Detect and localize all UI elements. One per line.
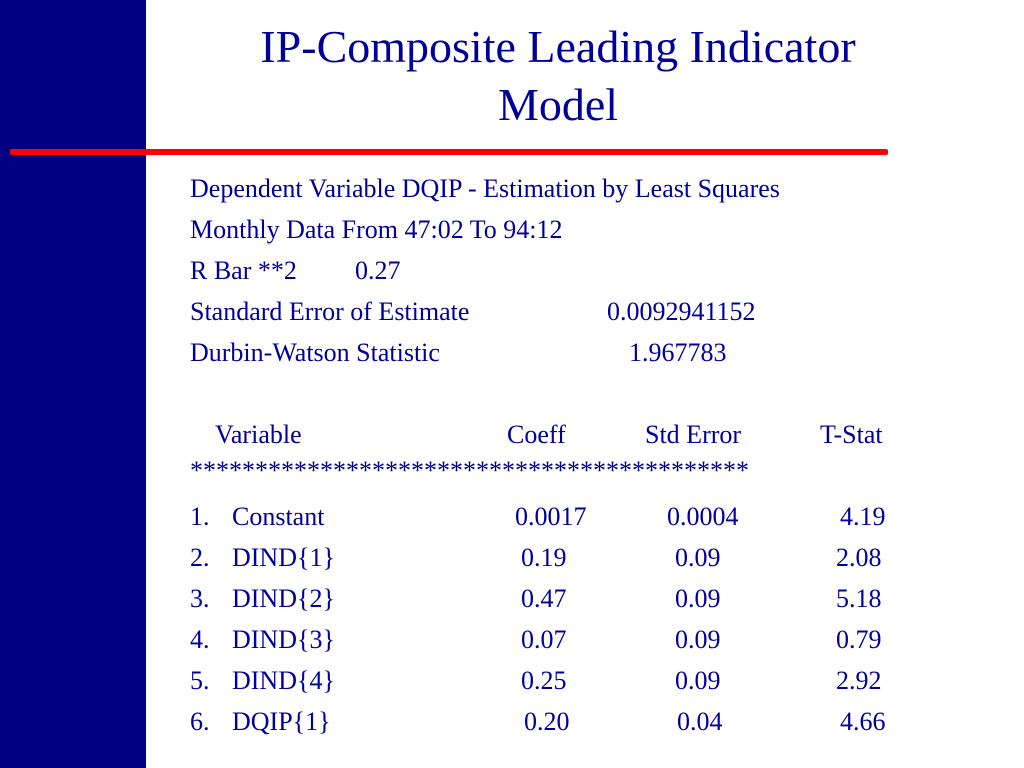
durbin-watson-label: Durbin-Watson Statistic — [190, 338, 440, 367]
row-2-variable: DIND{1} — [232, 543, 335, 572]
slide-title: IP-Composite Leading Indicator Model — [146, 18, 970, 134]
row-1-tstat: 4.19 — [840, 502, 886, 531]
left-accent-bar — [0, 0, 146, 768]
row-6-variable: DQIP{1} — [232, 707, 331, 736]
row-5-variable: DIND{4} — [232, 666, 335, 695]
row-1-coeff: 0.0017 — [515, 502, 587, 531]
header-tstat: T-Stat — [820, 420, 883, 449]
std-error-estimate-label: Standard Error of Estimate — [190, 297, 470, 326]
row-6-number: 6. — [190, 707, 210, 736]
monthly-data-line: Monthly Data From 47:02 To 94:12 — [190, 215, 563, 244]
header-coeff: Coeff — [507, 420, 566, 449]
row-3-tstat: 5.18 — [836, 584, 882, 613]
row-4-variable: DIND{3} — [232, 625, 335, 654]
dependent-variable-line: Dependent Variable DQIP - Estimation by … — [190, 174, 780, 203]
row-2-tstat: 2.08 — [836, 543, 882, 572]
row-2-number: 2. — [190, 543, 210, 572]
title-line-2: Model — [497, 79, 619, 130]
row-4-coeff: 0.07 — [521, 625, 567, 654]
table-separator: ****************************************… — [190, 456, 749, 485]
row-2-std-error: 0.09 — [675, 543, 721, 572]
header-std-error: Std Error — [645, 420, 742, 449]
durbin-watson-value: 1.967783 — [629, 338, 727, 367]
row-1-std-error: 0.0004 — [667, 502, 739, 531]
title-line-1: IP-Composite Leading Indicator — [260, 21, 856, 72]
row-6-tstat: 4.66 — [840, 707, 886, 736]
row-6-std-error: 0.04 — [677, 707, 723, 736]
row-6-coeff: 0.20 — [524, 707, 570, 736]
row-5-std-error: 0.09 — [675, 666, 721, 695]
title-underline-rule — [10, 149, 888, 155]
row-1-number: 1. — [190, 502, 210, 531]
row-4-tstat: 0.79 — [836, 625, 882, 654]
header-variable: Variable — [215, 420, 302, 449]
row-3-std-error: 0.09 — [675, 584, 721, 613]
row-5-coeff: 0.25 — [521, 666, 567, 695]
row-5-number: 5. — [190, 666, 210, 695]
rbar-label: R Bar **2 — [190, 256, 297, 285]
row-1-variable: Constant — [232, 502, 325, 531]
row-3-number: 3. — [190, 584, 210, 613]
rbar-value: 0.27 — [355, 256, 401, 285]
row-4-number: 4. — [190, 625, 210, 654]
row-3-coeff: 0.47 — [521, 584, 567, 613]
row-4-std-error: 0.09 — [675, 625, 721, 654]
row-3-variable: DIND{2} — [232, 584, 335, 613]
row-5-tstat: 2.92 — [836, 666, 882, 695]
std-error-estimate-value: 0.0092941152 — [607, 297, 756, 326]
row-2-coeff: 0.19 — [521, 543, 567, 572]
